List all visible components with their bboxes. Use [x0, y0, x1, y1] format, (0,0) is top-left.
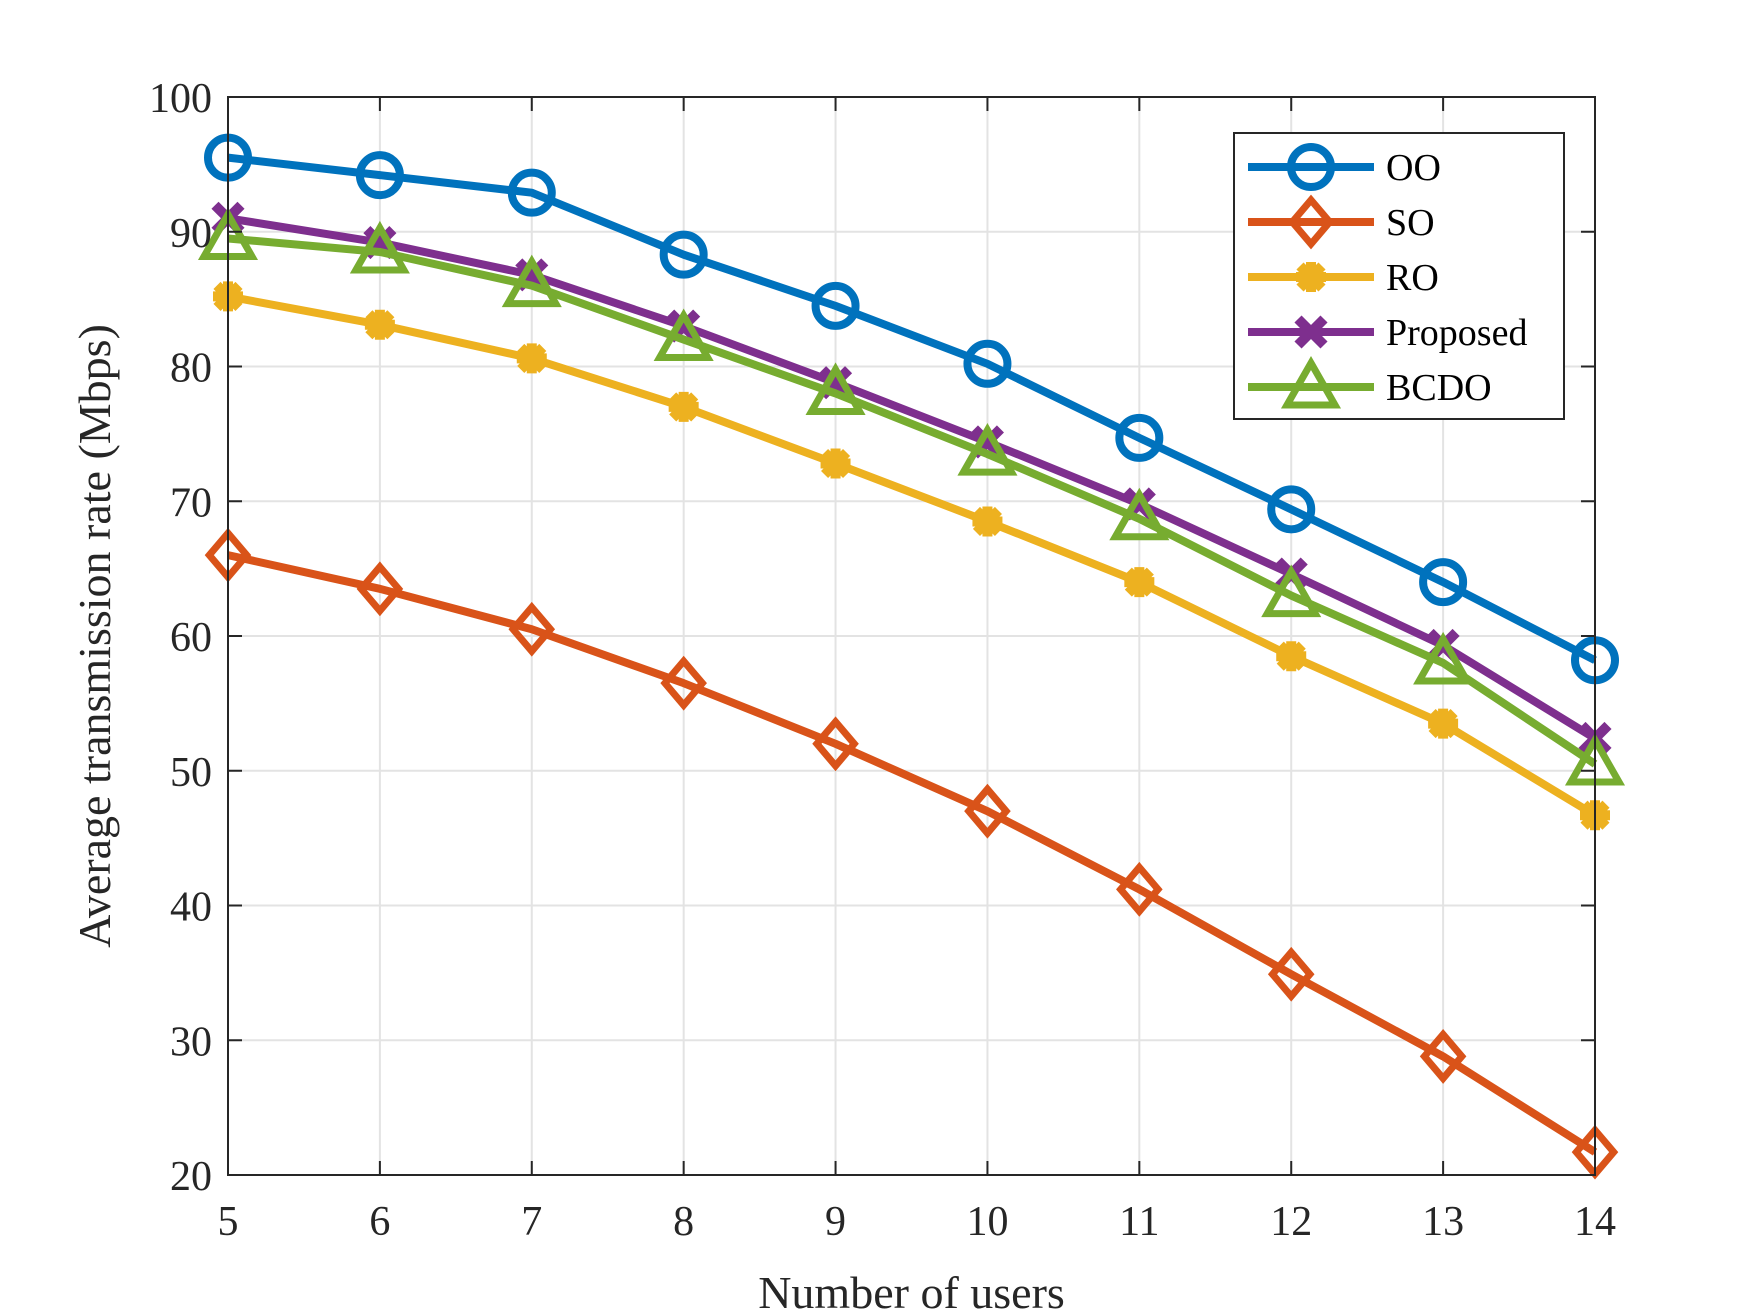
series-line-so: [227, 551, 1598, 1156]
y-tick-label: 100: [149, 76, 212, 122]
legend-label: SO: [1386, 202, 1435, 244]
diamond-marker: [812, 716, 859, 772]
star-marker: [1428, 708, 1459, 739]
triangle-marker: [1280, 355, 1342, 409]
legend-entry-proposed: Proposed: [1248, 312, 1527, 354]
x-tick-label: 10: [966, 1199, 1008, 1245]
triangle-marker: [653, 308, 714, 362]
star-marker: [516, 343, 547, 374]
diamond-marker: [1287, 194, 1335, 250]
legend-entry-ro: RO: [1248, 257, 1439, 299]
y-axis-label: Average transmission rate (Mbps): [69, 324, 120, 948]
star-marker: [1296, 262, 1326, 292]
circle-marker: [1115, 413, 1164, 462]
series-layer: [197, 133, 1626, 1180]
diamond-marker: [508, 601, 556, 657]
legend: OO SO RO Proposed BCDO: [1233, 132, 1565, 420]
x-tick-label: 8: [673, 1199, 694, 1245]
triangle-marker: [957, 423, 1018, 476]
diamond-marker: [660, 655, 707, 711]
legend-label: RO: [1386, 257, 1439, 299]
circle-marker: [355, 151, 404, 200]
x-axis-label: Number of users: [758, 1267, 1065, 1313]
circle-marker: [963, 339, 1012, 388]
diamond-marker: [1267, 946, 1315, 1002]
series-line-proposed: [227, 214, 1598, 742]
diamond-marker: [964, 783, 1011, 839]
circle-marker: [659, 230, 708, 279]
x-tick-label: 11: [1119, 1199, 1159, 1245]
series-line-oo: [227, 153, 1597, 664]
y-tick-label: 70: [170, 480, 212, 526]
circle-marker: [1419, 558, 1468, 607]
axis-ticks: 5 6 7 8 9 10 11 12 13 14 20 30 40 50 60 70 80 90 100: [149, 76, 1616, 1245]
y-tick-label: 80: [170, 346, 212, 392]
legend-entry-oo: OO: [1248, 143, 1441, 191]
x-tick-label: 13: [1422, 1199, 1464, 1245]
circle-marker: [811, 281, 860, 330]
legend-entry-bcdo: BCDO: [1248, 355, 1492, 409]
y-tick-label: 20: [170, 1154, 212, 1200]
legend-label: BCDO: [1386, 367, 1492, 409]
star-marker: [1276, 641, 1307, 672]
y-tick-label: 40: [170, 885, 212, 931]
legend-label: Proposed: [1386, 312, 1527, 354]
circle-marker: [507, 168, 556, 217]
series-so: [204, 527, 1619, 1180]
circle-marker: [1287, 143, 1335, 191]
series-line-bcdo: [227, 234, 1598, 768]
x-tick-label: 5: [218, 1199, 239, 1245]
legend-label: OO: [1386, 147, 1441, 189]
star-marker: [1124, 567, 1155, 598]
triangle-marker: [805, 362, 866, 415]
y-tick-label: 50: [170, 750, 212, 796]
legend-entry-so: SO: [1248, 194, 1435, 250]
star-marker: [364, 309, 395, 340]
x-tick-label: 14: [1574, 1199, 1616, 1245]
y-tick-label: 60: [170, 615, 212, 661]
series-bcdo: [197, 207, 1626, 786]
diamond-marker: [356, 561, 404, 617]
y-tick-label: 90: [170, 211, 212, 257]
star-marker: [972, 506, 1003, 537]
y-tick-label: 30: [170, 1019, 212, 1065]
diamond-marker: [1116, 861, 1163, 917]
x-tick-label: 9: [825, 1199, 846, 1245]
x-tick-label: 6: [369, 1199, 390, 1245]
x-marker: [1294, 315, 1328, 349]
diamond-marker: [1419, 1029, 1467, 1084]
triangle-marker: [1261, 564, 1322, 618]
circle-marker: [1267, 485, 1316, 534]
series-line-ro: [227, 292, 1598, 819]
star-marker: [820, 448, 851, 479]
x-tick-label: 7: [521, 1199, 542, 1245]
star-marker: [668, 391, 699, 422]
triangle-marker: [349, 220, 410, 274]
triangle-marker: [1413, 631, 1474, 685]
x-tick-label: 12: [1270, 1199, 1312, 1245]
triangle-marker: [1109, 487, 1170, 541]
triangle-marker: [501, 254, 562, 308]
